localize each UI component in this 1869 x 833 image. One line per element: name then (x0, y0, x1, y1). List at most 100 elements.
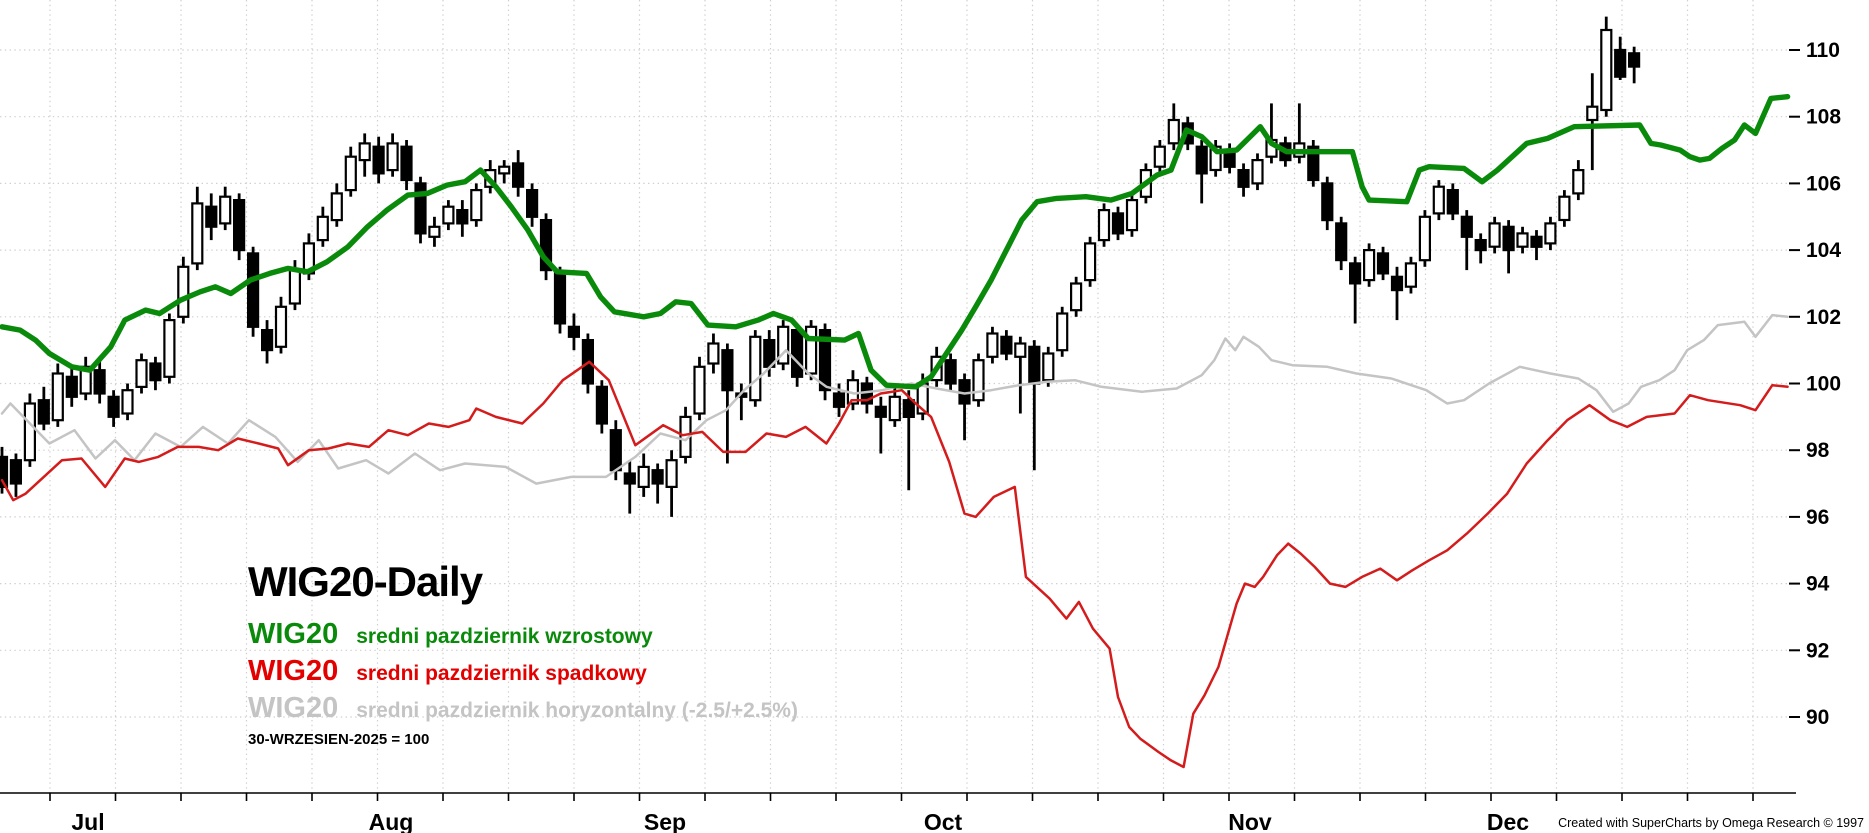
candle-body (595, 385, 609, 425)
candle-body (874, 405, 887, 418)
candle-body (400, 145, 413, 182)
chart-title: WIG20-Daily (248, 558, 483, 605)
candle-body (1432, 185, 1445, 215)
candle-body (121, 389, 134, 415)
candle-body (247, 252, 260, 328)
x-axis-month-label: Dec (1487, 809, 1529, 833)
candle-body (1627, 52, 1641, 68)
candle-body (1097, 209, 1111, 242)
candle-body (721, 349, 734, 392)
candle-body (37, 399, 50, 425)
candle-body (219, 195, 232, 225)
candle-body (1362, 249, 1376, 282)
candle-body (1069, 282, 1083, 312)
candle-body (665, 459, 678, 489)
candle-body (1014, 342, 1027, 358)
x-axis: Jul Aug Sep Oct Nov Dec (0, 792, 1796, 833)
candle-body (1460, 215, 1473, 238)
candle-body (205, 205, 218, 228)
legend-item-wzrostowy: WIG20 sredni pazdziernik wzrostowy (248, 617, 798, 652)
candle-body (261, 329, 274, 352)
y-axis-label: 98 (1806, 439, 1830, 462)
candle-body (1474, 239, 1487, 252)
candle-body (888, 395, 901, 422)
candle-body (344, 155, 357, 192)
y-axis-label: 94 (1806, 573, 1830, 596)
candle-body (442, 205, 455, 225)
legend-item-horyzontalny: WIG20 sredni pazdziernik horyzontalny (-2… (248, 691, 798, 726)
candle-body (1195, 145, 1208, 175)
candle-body (1321, 182, 1334, 222)
base-note: 30-WRZESIEN-2025 = 100 (248, 731, 430, 749)
series-line (0, 93, 1791, 390)
candle-body (1251, 159, 1264, 185)
candle-body (511, 162, 525, 188)
candle-body (1558, 195, 1571, 222)
candle-body (9, 459, 22, 485)
candle-body (1335, 222, 1348, 262)
candle-body (288, 269, 301, 305)
candle-body (1488, 222, 1501, 248)
y-axis-label: 104 (1806, 239, 1841, 262)
candle-body (0, 455, 9, 488)
candle-body (177, 265, 190, 318)
candle-body (1348, 262, 1362, 285)
candle-body (23, 402, 36, 462)
candle-body (386, 142, 399, 172)
candle-body (944, 359, 957, 385)
x-axis-month-label: Aug (369, 809, 414, 833)
candle-body (609, 429, 622, 472)
candle-body (330, 192, 343, 222)
candle-body (777, 325, 790, 365)
candle-body (1153, 145, 1166, 168)
legend-description: sredni pazdziernik horyzontalny (-2.5/+2… (356, 698, 798, 722)
candle-body (135, 359, 148, 389)
candle-body (1056, 312, 1069, 352)
candle-body (818, 329, 832, 392)
candle-body (972, 359, 985, 402)
candle-body (1376, 252, 1390, 275)
legend-description: sredni pazdziernik spadkowy (356, 661, 647, 685)
candle-body (51, 372, 64, 422)
y-axis-label: 110 (1806, 39, 1840, 62)
candle-body (428, 225, 441, 238)
x-axis-month-label: Oct (924, 809, 963, 833)
candle-body (1530, 235, 1543, 248)
candle-body (1083, 242, 1097, 282)
candle-body (149, 362, 162, 382)
legend: WIG20-Daily WIG20 sredni pazdziernik wzro… (248, 558, 798, 749)
candle-body (316, 215, 329, 242)
candle-body (1167, 118, 1180, 145)
y-axis-label: 108 (1806, 106, 1841, 129)
candle-body (372, 145, 385, 175)
candle-body (902, 399, 915, 419)
legend-symbol: WIG20 (248, 618, 339, 650)
candle-body (65, 375, 78, 398)
candle-body (804, 325, 818, 375)
candle-body (1572, 169, 1585, 195)
candle-body (651, 469, 664, 485)
candles (0, 16, 1641, 517)
legend-description: sredni pazdziernik wzrostowy (356, 625, 653, 648)
y-axis-label: 90 (1806, 706, 1829, 729)
candle-body (1418, 215, 1432, 262)
candle-body (1111, 212, 1125, 235)
candle-body (1125, 199, 1139, 232)
y-axis-label: 92 (1806, 639, 1829, 662)
x-axis-month-label: Sep (644, 809, 686, 833)
candle-body (1028, 345, 1041, 385)
candle-body (567, 325, 581, 338)
candle-body (191, 202, 204, 265)
candle-body (1042, 352, 1055, 382)
candle-body (470, 189, 483, 222)
y-axis: 90 92 94 96 98 100 102 104 106 108 110 (1789, 39, 1841, 729)
candle-body (832, 392, 846, 408)
legend-symbol: WIG20 (248, 691, 339, 724)
candle-body (707, 342, 720, 365)
series-line (0, 313, 1789, 485)
candle-body (414, 182, 427, 235)
candle-body (1614, 48, 1627, 78)
copyright-credit: Created with SuperCharts by Omega Resear… (1558, 816, 1864, 830)
candle-body (539, 219, 553, 272)
